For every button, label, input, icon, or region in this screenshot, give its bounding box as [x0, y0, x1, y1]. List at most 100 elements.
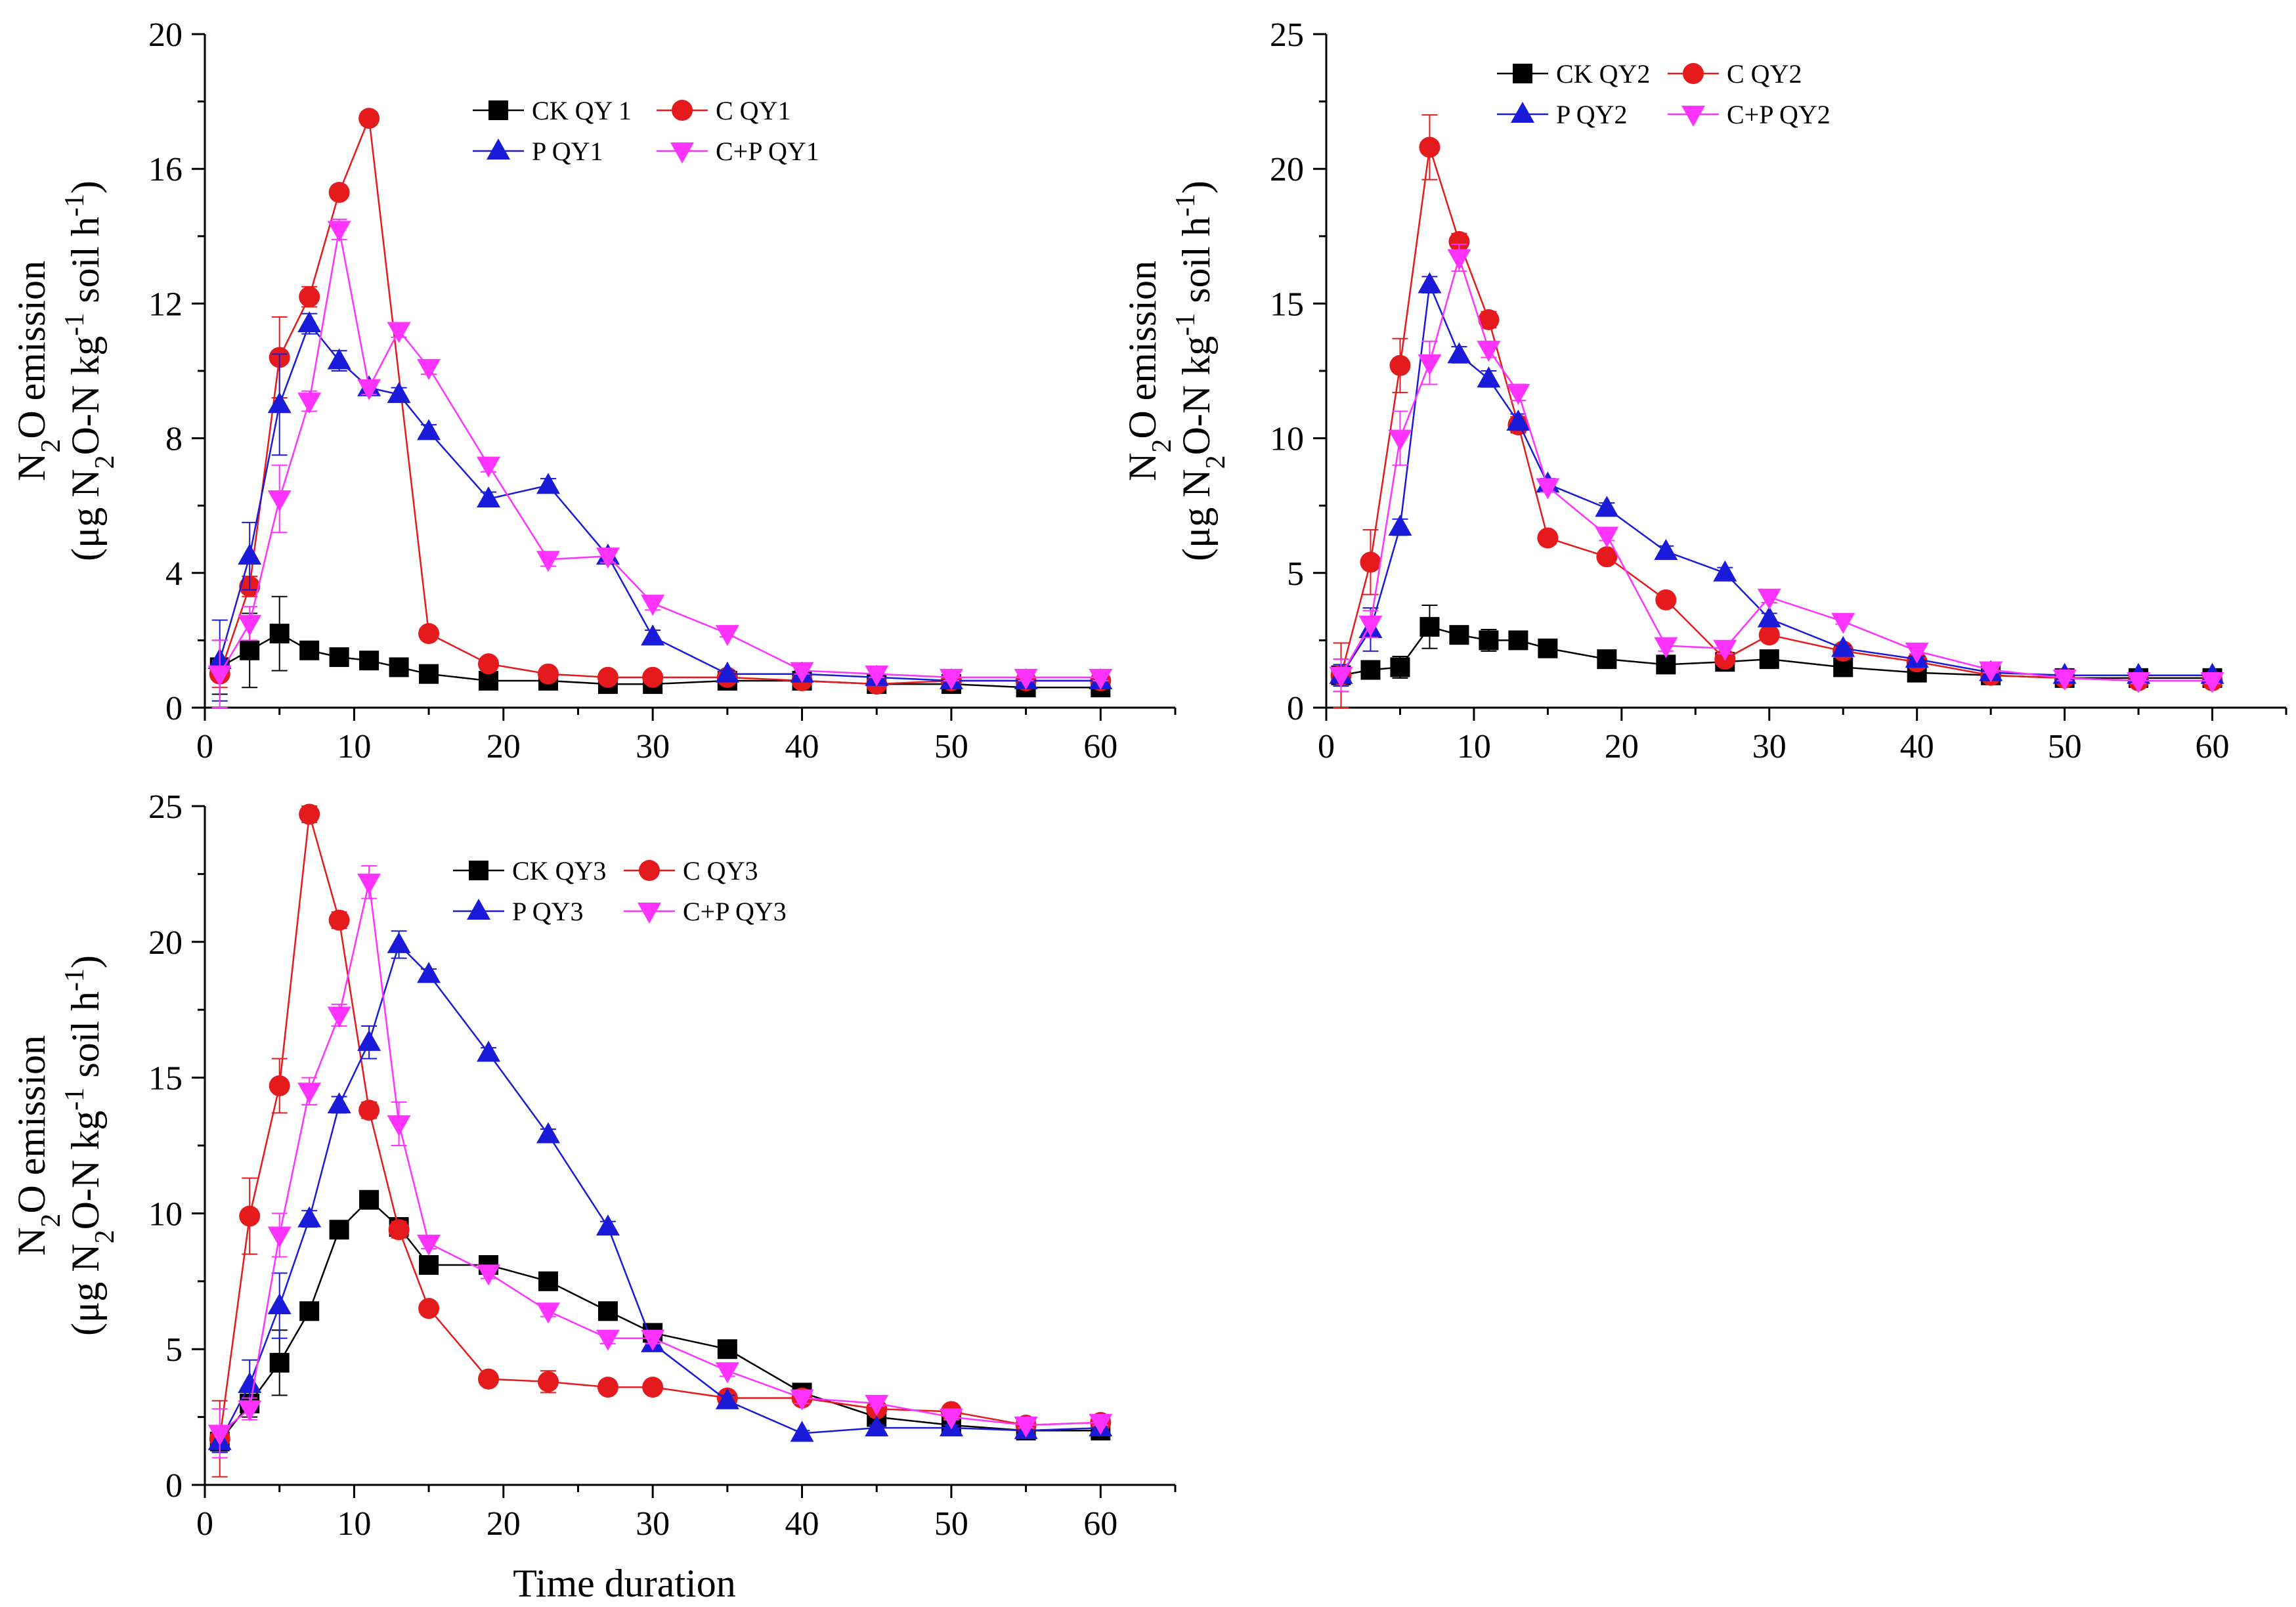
- legend-marker: [469, 861, 488, 880]
- y-tick-label: 0: [165, 690, 183, 727]
- x-tick-label: 30: [636, 1505, 670, 1543]
- legend: CK QY2 C QY2 P QY2 C+P QY2: [1497, 59, 1830, 129]
- data-point: [419, 1254, 439, 1275]
- data-point: [1713, 639, 1737, 661]
- data-point: [1477, 341, 1501, 362]
- series-line: [219, 943, 1101, 1442]
- data-point: [865, 1394, 889, 1416]
- data-point: [536, 1122, 560, 1144]
- legend-marker: [487, 139, 510, 160]
- x-axis-title: Time duration: [513, 1562, 735, 1605]
- data-point: [1419, 137, 1440, 158]
- data-point: [1448, 231, 1470, 253]
- y-tick-label: 10: [1270, 421, 1304, 458]
- legend-marker: [638, 903, 661, 924]
- data-point: [328, 909, 350, 931]
- series-c-p-qy2: [1329, 244, 2224, 693]
- y-tick-label: 25: [1270, 16, 1304, 54]
- data-point: [357, 379, 381, 400]
- data-point: [477, 1264, 501, 1286]
- legend-label: CK QY3: [512, 856, 606, 886]
- y-tick-label: 0: [1287, 690, 1304, 727]
- legend-marker: [467, 899, 490, 920]
- x-tick-label: 40: [1900, 728, 1934, 765]
- legend-marker: [672, 100, 693, 121]
- data-point: [715, 661, 739, 683]
- data-point: [269, 1352, 290, 1373]
- legend-item: CK QY2: [1497, 59, 1650, 89]
- y-tick-label: 20: [148, 924, 183, 962]
- data-point: [790, 1389, 814, 1411]
- data-point: [596, 1329, 620, 1351]
- data-point: [641, 1329, 665, 1351]
- series-c-p-qy1: [207, 219, 1113, 708]
- series-line: [219, 229, 1101, 679]
- chart-panel-3: 0 10 20 30 40 50 60 0 5 10 15 20 25 N2O emission(μg N…: [10, 788, 1177, 1605]
- x-tick-label: 40: [785, 728, 819, 765]
- data-point: [1014, 1417, 1038, 1438]
- data-point: [790, 662, 814, 683]
- data-point: [238, 1400, 262, 1422]
- series-ck-qy2: [1331, 605, 2222, 693]
- data-point: [642, 666, 664, 688]
- data-point: [1905, 642, 1929, 664]
- data-point: [537, 663, 559, 685]
- data-point: [327, 1006, 351, 1028]
- data-point: [597, 666, 618, 688]
- legend-item: C+P QY1: [657, 137, 819, 166]
- data-point: [328, 182, 350, 204]
- y-tick-label: 15: [148, 1060, 183, 1098]
- y-axis-title-line2: (μg N2O-N kg-1 soil h-1): [1171, 181, 1231, 561]
- data-point: [417, 962, 441, 983]
- series-line: [219, 322, 1101, 682]
- data-point: [2127, 672, 2151, 693]
- data-point: [419, 664, 439, 684]
- data-point: [418, 1298, 440, 1319]
- data-point: [642, 1377, 664, 1398]
- data-point: [1595, 526, 1619, 548]
- data-point: [478, 1368, 500, 1390]
- data-point: [327, 221, 351, 242]
- legend-marker: [639, 860, 660, 881]
- data-point: [536, 473, 560, 494]
- data-point: [597, 1301, 618, 1321]
- legend-label: C QY2: [1727, 59, 1802, 89]
- legend-marker: [1681, 106, 1705, 127]
- data-point: [1388, 429, 1412, 451]
- data-point: [207, 1425, 232, 1446]
- data-point: [1831, 635, 1855, 657]
- data-point: [1089, 1413, 1113, 1435]
- data-point: [1329, 666, 1353, 688]
- y-tick-label: 15: [1270, 286, 1304, 323]
- series-line: [219, 882, 1101, 1434]
- legend-item: C+P QY3: [624, 897, 787, 926]
- data-point: [299, 1301, 320, 1321]
- data-point: [357, 873, 381, 895]
- y-tick-label: 10: [148, 1195, 183, 1233]
- data-point: [1758, 624, 1780, 646]
- data-point: [1757, 606, 1781, 628]
- y-axis-title-line1: N2O emission: [1121, 261, 1177, 481]
- legend-marker: [488, 100, 508, 120]
- data-point: [327, 1092, 351, 1113]
- data-point: [297, 393, 322, 414]
- data-point: [1419, 616, 1440, 637]
- x-tick-label: 60: [2196, 728, 2230, 765]
- chart-panel-2: 0 10 20 30 40 50 60 0 5 10 15 20 25 N2O emission(μg N…: [1121, 16, 2287, 765]
- legend-item: CK QY3: [453, 856, 606, 886]
- data-point: [1089, 668, 1113, 690]
- x-tick-label: 50: [934, 728, 968, 765]
- data-point: [387, 381, 411, 403]
- data-point: [1418, 354, 1442, 375]
- data-point: [359, 1189, 379, 1210]
- y-axis-title-line2: (μg N2O-N kg-1 soil h-1): [60, 955, 120, 1336]
- legend-item: CK QY 1: [473, 96, 632, 125]
- data-point: [299, 804, 320, 825]
- data-point: [1447, 342, 1471, 364]
- data-point: [2200, 672, 2224, 693]
- data-point: [1360, 660, 1381, 680]
- data-point: [1449, 625, 1469, 645]
- data-point: [2052, 669, 2077, 691]
- x-tick-label: 0: [196, 1505, 213, 1543]
